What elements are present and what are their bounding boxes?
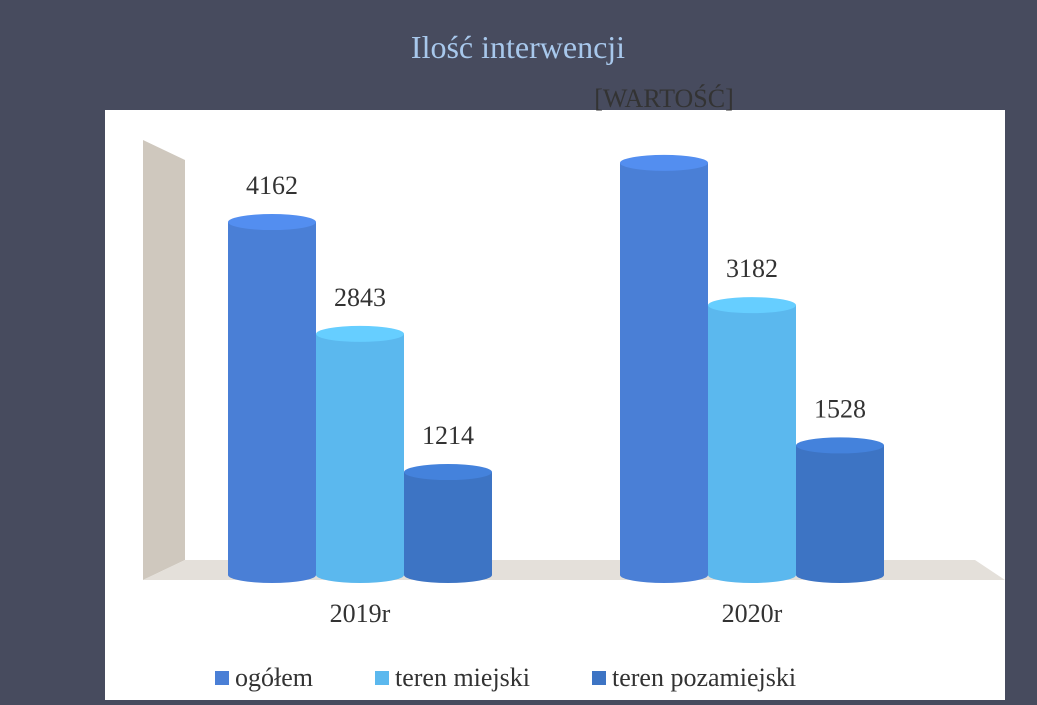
- bar: [316, 325, 404, 583]
- bar: [404, 464, 492, 583]
- data-label: 1214: [422, 421, 474, 450]
- bar: [796, 437, 884, 583]
- data-label: 1528: [814, 394, 866, 423]
- bar-top: [708, 297, 796, 314]
- bar-body: [796, 445, 884, 583]
- chart-title: Ilość interwencji: [411, 29, 625, 65]
- bar-body: [316, 333, 404, 583]
- bar: [228, 214, 316, 584]
- data-label: 4162: [246, 171, 298, 200]
- bar-top: [404, 464, 492, 481]
- data-label: [WARTOŚĆ]: [594, 83, 734, 113]
- data-label: 2843: [334, 283, 386, 312]
- bar-body: [708, 305, 796, 583]
- bar-body: [620, 162, 708, 583]
- back-wall: [143, 140, 185, 580]
- legend-swatch: [375, 671, 389, 685]
- bar: [708, 297, 796, 583]
- bar: [620, 154, 708, 583]
- bar-top: [796, 437, 884, 454]
- legend-label: ogółem: [235, 663, 313, 692]
- bar-top: [228, 214, 316, 231]
- legend-label: teren miejski: [395, 663, 530, 692]
- bar-body: [228, 222, 316, 584]
- bar-body: [404, 472, 492, 583]
- data-label: 3182: [726, 254, 778, 283]
- legend-swatch: [592, 671, 606, 685]
- legend-label: teren pozamiejski: [612, 663, 796, 692]
- x-tick-label: 2020r: [722, 599, 783, 628]
- bar-top: [316, 325, 404, 342]
- x-tick-label: 2019r: [330, 599, 391, 628]
- bar-top: [620, 154, 708, 171]
- legend-swatch: [215, 671, 229, 685]
